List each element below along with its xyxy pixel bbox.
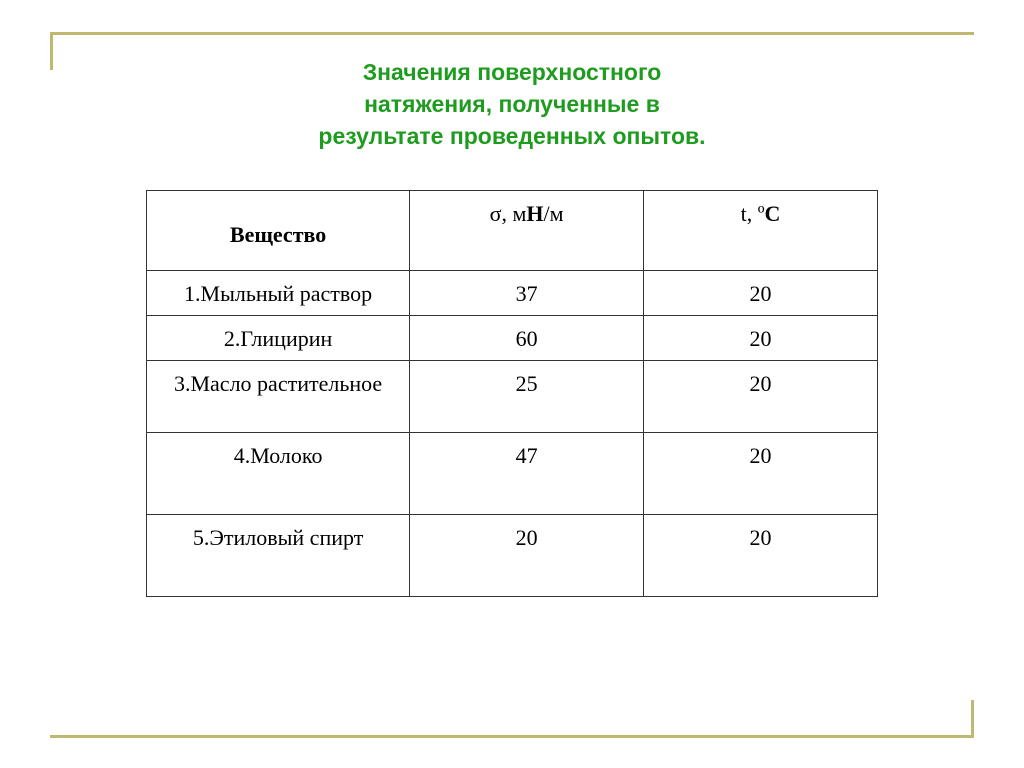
cell-temp: 20: [644, 361, 878, 433]
cell-substance: 3.Масло растительное: [147, 361, 410, 433]
cell-sigma: 25: [410, 361, 644, 433]
cell-temp: 20: [644, 316, 878, 361]
cell-substance: 4.Молоко: [147, 433, 410, 515]
sigma-prefix: σ, м: [490, 201, 527, 226]
frame-top-rule: [50, 32, 974, 35]
frame-bottom-rule: [50, 735, 974, 738]
table-row: 1.Мыльный раствор3720: [147, 271, 878, 316]
cell-sigma: 37: [410, 271, 644, 316]
cell-substance: 2.Глицирин: [147, 316, 410, 361]
cell-sigma: 47: [410, 433, 644, 515]
slide-title: Значения поверхностного натяжения, получ…: [0, 56, 1024, 153]
title-line-3: результате проведенных опытов.: [318, 123, 705, 149]
cell-temp: 20: [644, 515, 878, 597]
temp-bold: С: [765, 201, 781, 226]
cell-sigma: 20: [410, 515, 644, 597]
sigma-suffix: /м: [544, 201, 564, 226]
temp-prefix: t, º: [741, 201, 765, 226]
cell-substance: 5.Этиловый спирт: [147, 515, 410, 597]
col-header-substance-label: Вещество: [230, 222, 326, 247]
data-table-container: Вещество σ, мН/м t, ºС 1.Мыльный раствор…: [146, 190, 878, 597]
title-line-2: натяжения, полученные в: [364, 91, 660, 117]
table-row: 2.Глицирин6020: [147, 316, 878, 361]
table-row: 5.Этиловый спирт2020: [147, 515, 878, 597]
table-body: 1.Мыльный раствор37202.Глицирин60203.Мас…: [147, 271, 878, 597]
col-header-sigma: σ, мН/м: [410, 191, 644, 271]
cell-substance: 1.Мыльный раствор: [147, 271, 410, 316]
title-line-1: Значения поверхностного: [363, 59, 662, 85]
surface-tension-table: Вещество σ, мН/м t, ºС 1.Мыльный раствор…: [146, 190, 878, 597]
table-header-row: Вещество σ, мН/м t, ºС: [147, 191, 878, 271]
table-row: 4.Молоко4720: [147, 433, 878, 515]
cell-temp: 20: [644, 271, 878, 316]
cell-sigma: 60: [410, 316, 644, 361]
cell-temp: 20: [644, 433, 878, 515]
col-header-substance: Вещество: [147, 191, 410, 271]
sigma-bold: Н: [526, 201, 543, 226]
table-row: 3.Масло растительное2520: [147, 361, 878, 433]
col-header-temp: t, ºС: [644, 191, 878, 271]
slide: Значения поверхностного натяжения, получ…: [0, 0, 1024, 768]
